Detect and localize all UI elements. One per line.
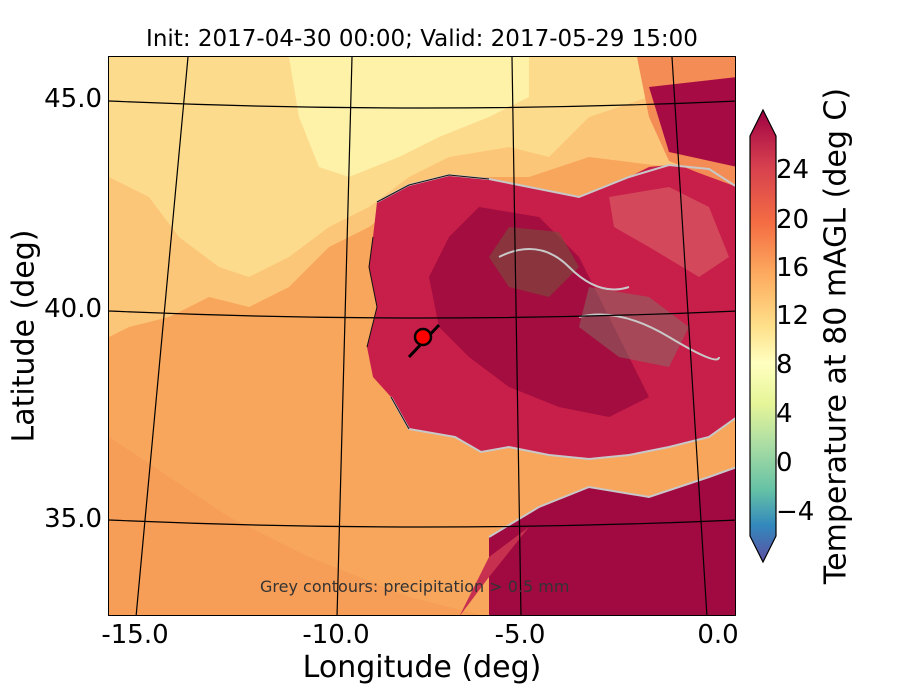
cbar-tick-8: 8 bbox=[776, 350, 793, 380]
graticule bbox=[109, 57, 735, 615]
meridian-minus10 bbox=[336, 57, 353, 615]
cbar-tick-minus4: −4 bbox=[776, 497, 815, 527]
meridian-0 bbox=[671, 57, 708, 615]
iberia-precip-area-1 bbox=[489, 227, 579, 297]
france-hot bbox=[649, 77, 735, 167]
parallel-35 bbox=[109, 519, 735, 528]
cbar-tick-0: 0 bbox=[776, 448, 793, 478]
iberia-precip-area-2 bbox=[579, 287, 689, 367]
cbar-tick-20: 20 bbox=[776, 205, 810, 235]
map-title: Init: 2017-04-30 00:00; Valid: 2017-05-2… bbox=[146, 26, 698, 52]
parallel-45 bbox=[109, 100, 735, 109]
xtick-minus10: -10.0 bbox=[302, 620, 370, 650]
ytick-40: 40.0 bbox=[44, 294, 102, 324]
cbar-tick-4: 4 bbox=[776, 399, 793, 429]
colorbar bbox=[749, 108, 777, 564]
y-axis-label: Latitude (deg) bbox=[6, 229, 42, 443]
africa-land bbox=[489, 467, 735, 615]
site-marker bbox=[413, 327, 433, 347]
precip-annotation: Grey contours: precipitation > 0.5 mm bbox=[260, 577, 570, 596]
precip-contours bbox=[376, 163, 735, 538]
xtick-minus15: -15.0 bbox=[101, 620, 169, 650]
ytick-35: 35.0 bbox=[44, 504, 102, 534]
ytick-45: 45.0 bbox=[44, 84, 102, 114]
meridian-minus5 bbox=[511, 57, 522, 615]
iberia-northeast bbox=[609, 187, 729, 277]
meridian-minus15 bbox=[135, 57, 189, 615]
iberia-hot-core bbox=[429, 207, 649, 417]
ocean-cool-band bbox=[109, 57, 735, 277]
map-svg bbox=[109, 57, 735, 615]
parallel-40 bbox=[109, 310, 735, 319]
cbar-tick-12: 12 bbox=[776, 301, 810, 331]
map-panel bbox=[108, 56, 736, 616]
x-axis-label: Longitude (deg) bbox=[302, 650, 542, 685]
africa-coast bbox=[460, 527, 529, 615]
cbar-tick-16: 16 bbox=[776, 253, 810, 283]
xtick-minus5: -5.0 bbox=[494, 620, 546, 650]
xtick-0: 0.0 bbox=[697, 620, 739, 650]
coastline bbox=[366, 174, 490, 430]
cbar-tick-24: 24 bbox=[776, 155, 810, 185]
colorbar-fill bbox=[749, 108, 777, 564]
colorbar-label: Temperature at 80 mAGL (deg C) bbox=[818, 87, 854, 585]
ocean-warm-sw bbox=[109, 437, 481, 615]
